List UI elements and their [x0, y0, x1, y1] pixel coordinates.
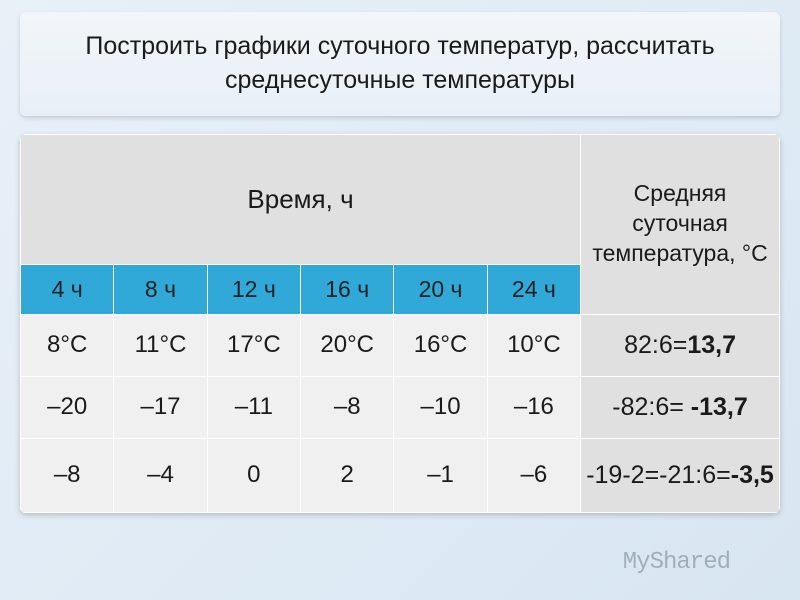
avg-cell: 82:6=13,7: [581, 314, 780, 376]
avg-cell: -19-2=-21:6=-3,5: [581, 438, 780, 512]
value-cell: 11°С: [114, 314, 207, 376]
hour-cell: 12 ч: [207, 264, 300, 314]
value-cell: –11: [207, 376, 300, 438]
value-cell: –4: [114, 438, 207, 512]
page-title: Построить графики суточного температур, …: [50, 30, 750, 98]
hour-cell: 8 ч: [114, 264, 207, 314]
avg-prefix: 82:6=: [624, 331, 687, 359]
temperature-table: Время, ч Средняя суточная температура, °…: [20, 134, 780, 513]
value-cell: 20°С: [301, 314, 394, 376]
avg-prefix: -19-2=-21:6=: [586, 461, 731, 489]
value-cell: 0: [207, 438, 300, 512]
hour-cell: 24 ч: [487, 264, 580, 314]
hour-cell: 4 ч: [21, 264, 114, 314]
value-cell: –10: [394, 376, 487, 438]
value-cell: –20: [21, 376, 114, 438]
value-cell: –16: [487, 376, 580, 438]
value-cell: 8°С: [21, 314, 114, 376]
watermark: MyShared: [623, 549, 730, 576]
avg-prefix: -82:6=: [612, 393, 691, 421]
header-avg: Средняя суточная температура, °С: [581, 134, 780, 314]
temperature-table-wrap: Время, ч Средняя суточная температура, °…: [20, 134, 780, 513]
avg-cell: -82:6= -13,7: [581, 376, 780, 438]
hour-cell: 20 ч: [394, 264, 487, 314]
header-time: Время, ч: [21, 134, 581, 264]
hour-cell: 16 ч: [301, 264, 394, 314]
value-cell: 17°С: [207, 314, 300, 376]
value-cell: –8: [301, 376, 394, 438]
table-row: 8°С 11°С 17°С 20°С 16°С 10°С 82:6=13,7: [21, 314, 780, 376]
avg-result: -13,7: [691, 393, 748, 421]
table-row: –20 –17 –11 –8 –10 –16 -82:6= -13,7: [21, 376, 780, 438]
title-box: Построить графики суточного температур, …: [20, 12, 780, 116]
value-cell: 10°С: [487, 314, 580, 376]
value-cell: –8: [21, 438, 114, 512]
avg-result: 13,7: [687, 331, 736, 359]
value-cell: 16°С: [394, 314, 487, 376]
value-cell: –6: [487, 438, 580, 512]
value-cell: –1: [394, 438, 487, 512]
avg-result: -3,5: [731, 461, 774, 489]
value-cell: –17: [114, 376, 207, 438]
table-row: –8 –4 0 2 –1 –6 -19-2=-21:6=-3,5: [21, 438, 780, 512]
value-cell: 2: [301, 438, 394, 512]
table-header-row: Время, ч Средняя суточная температура, °…: [21, 134, 780, 264]
